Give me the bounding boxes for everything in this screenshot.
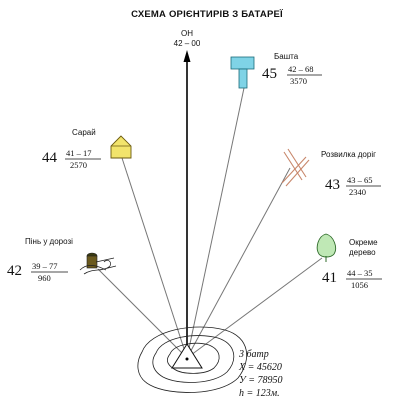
ray-tower: [186, 87, 245, 359]
tower-name: Башта: [274, 52, 299, 61]
ray-fork: [186, 167, 291, 359]
fork-name: Розвилка доріг: [321, 150, 376, 159]
north-arrow: [183, 50, 191, 358]
tree-name: Окреме дерево: [349, 238, 380, 257]
diagram-title: СХЕМА ОРІЄНТИРІВ З БАТАРЕЇ: [131, 9, 283, 20]
north-value: 42 – 00: [174, 39, 201, 48]
shed-name: Сарай: [72, 128, 96, 137]
fork-angle: 43 – 65: [347, 175, 373, 185]
tower-distance: 3570: [290, 76, 307, 86]
tree-angle: 44 – 35: [347, 268, 373, 278]
stump-marker: [79, 252, 117, 275]
ray-tree: [186, 257, 323, 359]
tower-angle: 42 – 68: [288, 64, 314, 74]
fork-number: 43: [325, 177, 340, 193]
north-label: ОН: [181, 29, 193, 38]
shed-angle: 41 – 17: [66, 148, 92, 158]
direction-rays: [97, 87, 323, 359]
road-fork-marker: [281, 148, 310, 187]
stump-number: 42: [7, 263, 22, 279]
shed-number: 44: [42, 150, 58, 166]
battery-point: [185, 357, 189, 361]
tower-number: 45: [262, 66, 277, 82]
shed-distance: 2570: [70, 160, 87, 170]
battery-name: 3 батр: [238, 349, 269, 360]
battery-h: h = 123м.: [239, 388, 280, 399]
ray-shed: [121, 157, 188, 359]
stump-angle: 39 – 77: [32, 261, 58, 271]
fork-distance: 2340: [349, 187, 366, 197]
tree-marker: [316, 233, 337, 262]
tree-distance: 1056: [351, 280, 368, 290]
battery-y: У = 78950: [239, 375, 282, 386]
battery-x: X = 45620: [238, 362, 282, 373]
tree-number: 41: [322, 270, 337, 286]
stump-name: Пінь у дорозі: [25, 237, 73, 246]
stump-distance: 960: [38, 273, 51, 283]
tower-marker: [230, 56, 255, 89]
battery-triangle: [171, 343, 203, 369]
ray-stump: [97, 268, 188, 359]
battery-contours: [137, 326, 247, 393]
shed-marker: [110, 135, 132, 159]
